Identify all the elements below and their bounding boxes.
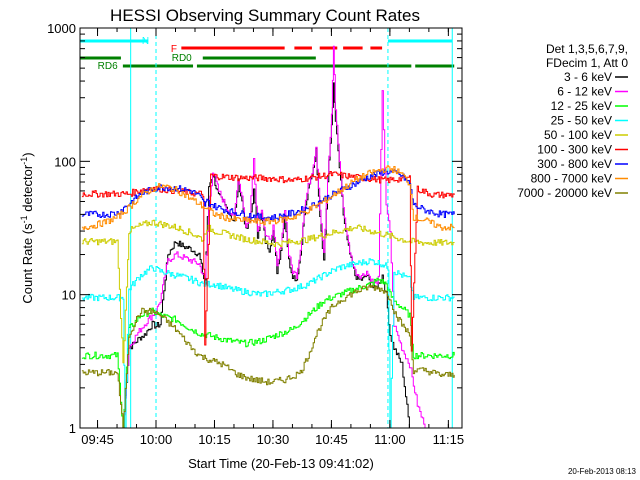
series-line-3-6keV [89,82,455,428]
legend-entry-label: 3 - 6 keV [564,70,612,84]
legend-entry-label: 6 - 12 keV [557,85,612,99]
y-axis-label: Count Rate (s-1 detector-1) [19,152,35,303]
y-axis-label-middle: detector [20,164,35,215]
flag-label-rd0: RD0 [172,53,192,64]
flag-label-night: N [142,36,149,47]
x-axis-label: Start Time (20-Feb-13 09:41:02) [188,456,374,471]
timestamp: 20-Feb-2013 08:13 [568,467,637,476]
legend-header-line-2: FDecim 1, Att 0 [546,56,628,70]
chart-title: HESSI Observing Summary Count Rates [110,6,420,25]
y-axis-label-exponent-2: -1 [19,157,29,165]
x-tick-label: 11:00 [374,432,406,447]
series-line-50-100keV [81,219,455,364]
y-tick-label: 10 [62,288,76,303]
flag-label-flare: F [171,44,177,55]
legend: Det 1,3,5,6,7,9, FDecim 1, Att 0 3 - 6 k… [517,42,628,200]
x-tick-label: 10:45 [315,432,348,447]
legend-header-line-1: Det 1,3,5,6,7,9, [546,42,628,56]
flag-label-rd6: RD6 [98,61,118,72]
legend-entry-label: 100 - 300 keV [537,143,612,157]
x-tick-label: 10:00 [140,432,173,447]
series-line-25-50keV [81,258,455,428]
x-tick-label: 11:15 [433,432,465,447]
legend-entry-label: 7000 - 20000 keV [517,186,612,200]
series-line-300-800keV [81,169,455,222]
x-tick-label: 09:45 [81,432,114,447]
y-axis-label-exponent-1: -1 [19,215,29,223]
legend-entry-label: 12 - 25 keV [551,99,612,113]
y-tick-label: 1 [69,421,76,436]
legend-entry-label: 800 - 7000 keV [531,172,612,186]
y-axis-label-end: ) [20,152,35,156]
y-tick-label: 100 [54,154,76,169]
series-line-6-12keV [89,45,455,428]
x-tick-label: 10:30 [257,432,290,447]
legend-entry-label: 300 - 800 keV [537,157,612,171]
legend-entry-label: 50 - 100 keV [544,128,612,142]
legend-entry-label: 25 - 50 keV [551,114,612,128]
y-axis-label-main: Count Rate (s [20,223,35,304]
y-tick-label: 1000 [47,21,76,36]
series-line-12-25keV [81,277,455,428]
plot-frame [79,27,463,429]
series-line-7000-20000keV [81,284,455,428]
series-line-800-7000keV [81,165,455,231]
x-tick-label: 10:15 [198,432,231,447]
